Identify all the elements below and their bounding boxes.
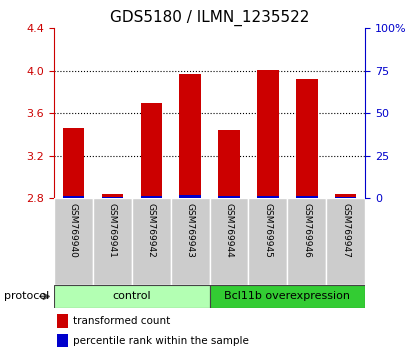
Text: GSM769946: GSM769946 xyxy=(303,202,311,257)
Bar xyxy=(141,196,162,198)
Text: GSM769941: GSM769941 xyxy=(108,202,117,257)
Bar xyxy=(57,334,68,347)
Bar xyxy=(141,103,162,198)
Bar xyxy=(63,196,84,198)
Bar xyxy=(63,128,84,198)
Bar xyxy=(249,198,287,285)
Text: percentile rank within the sample: percentile rank within the sample xyxy=(73,336,249,346)
Text: Bcl11b overexpression: Bcl11b overexpression xyxy=(225,291,350,302)
Text: GSM769943: GSM769943 xyxy=(186,202,195,257)
Text: control: control xyxy=(112,291,151,302)
Text: GSM769942: GSM769942 xyxy=(147,202,156,257)
Bar xyxy=(102,194,123,198)
Bar xyxy=(102,197,123,198)
Bar xyxy=(179,74,201,198)
Bar xyxy=(54,198,93,285)
Text: GSM769945: GSM769945 xyxy=(264,202,272,257)
Bar xyxy=(218,196,240,198)
Text: GSM769940: GSM769940 xyxy=(69,202,78,257)
Bar xyxy=(57,314,68,328)
Bar xyxy=(335,194,356,198)
Bar xyxy=(335,197,356,198)
Text: GSM769947: GSM769947 xyxy=(341,202,350,257)
Title: GDS5180 / ILMN_1235522: GDS5180 / ILMN_1235522 xyxy=(110,9,309,25)
Text: transformed count: transformed count xyxy=(73,316,170,326)
Bar xyxy=(179,195,201,198)
Bar xyxy=(257,196,278,198)
Bar xyxy=(210,285,365,308)
Text: GSM769944: GSM769944 xyxy=(225,202,234,257)
Bar xyxy=(257,70,278,198)
Bar xyxy=(210,198,249,285)
Text: protocol: protocol xyxy=(4,291,49,302)
Bar xyxy=(171,198,210,285)
Bar xyxy=(54,285,210,308)
Bar xyxy=(93,198,132,285)
Bar xyxy=(287,198,326,285)
Bar xyxy=(132,198,171,285)
Bar xyxy=(296,79,317,198)
Bar xyxy=(296,196,317,198)
Bar xyxy=(326,198,365,285)
Bar xyxy=(218,130,240,198)
